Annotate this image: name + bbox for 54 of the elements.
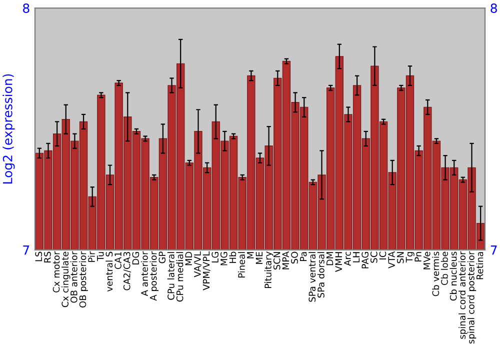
x-tick-label: CA1 — [114, 252, 122, 270]
x-tick-label: DG — [132, 252, 140, 264]
x-tick-label: LG — [212, 252, 218, 262]
x-tick-label: MPA — [282, 251, 289, 270]
x-tick-label: SPa ventral — [308, 252, 316, 302]
x-tick-label: Tu — [97, 252, 104, 262]
x-tick-label: Cx cingulate — [62, 252, 70, 308]
x-tick-label: SN — [396, 252, 404, 264]
x-tick-label: MVe — [424, 252, 430, 270]
x-tick-label: Pa — [300, 252, 307, 261]
x-tick-label: ventral S — [106, 252, 113, 292]
x-tick-label: Cb nucleus — [450, 252, 457, 301]
x-tick-label: Pir — [88, 251, 95, 262]
x-tick-label: M — [247, 252, 254, 258]
y2-tick-label: 8 — [490, 4, 497, 13]
x-tick-label: ME — [256, 252, 262, 264]
x-tick-label: RS — [44, 252, 51, 262]
x-tick-label: spinal cord anterior — [458, 251, 468, 339]
x-tick-label: Pineal — [238, 252, 245, 278]
x-tick-label: Cb vermis — [432, 252, 440, 296]
x-tick-label: LS — [35, 252, 42, 262]
x-tick-label: A posterior — [150, 251, 158, 301]
x-tick-label: MD — [185, 252, 192, 266]
x-tick-label: OB posterior — [79, 251, 88, 308]
x-tick-label: Tg — [406, 252, 414, 263]
y-axis-title: Log2 (expression) — [2, 74, 15, 184]
x-tick-label: A anterior — [140, 251, 148, 296]
x-tick-label: GP — [158, 252, 166, 264]
x-tick-label: CPu lateral — [167, 252, 174, 300]
y2-tick-label: 7 — [490, 246, 497, 255]
x-tick-label: Arc — [344, 252, 351, 266]
x-tick-label: Hb — [229, 252, 236, 263]
x-tick-label: VMH — [335, 252, 342, 272]
x-tick-label: CPu medial — [176, 252, 184, 302]
x-tick-label: OB anterior — [70, 251, 78, 303]
x-tick-label: VA/VL — [194, 251, 202, 278]
x-tick-label: VPM/VPL — [202, 251, 210, 290]
x-tick-label: Cx motor — [52, 251, 60, 292]
x-tick-label: VTA — [388, 251, 395, 268]
x-tick-label: Cb lobe — [440, 252, 448, 286]
x-tick-label: LH — [352, 252, 360, 262]
x-tick-label: Pituitary — [264, 252, 274, 288]
x-tick-label: MG — [220, 252, 228, 266]
x-tick-label: SPa dorsal — [317, 252, 324, 298]
x-tick-label: SCN — [273, 252, 280, 270]
x-tick-label: DM — [326, 252, 334, 266]
x-tick-label: spinal cord posterior — [467, 251, 476, 344]
x-tick-label: IC — [379, 252, 386, 260]
x-tick-label: Pn — [414, 252, 422, 262]
x-tick-label: SC — [370, 252, 378, 263]
x-tick-label: PAG — [362, 252, 368, 268]
x-tick-label: Retina — [476, 252, 484, 280]
x-tick-label: SO — [291, 252, 298, 264]
x-tick-label: CA2/CA3 — [123, 252, 131, 290]
